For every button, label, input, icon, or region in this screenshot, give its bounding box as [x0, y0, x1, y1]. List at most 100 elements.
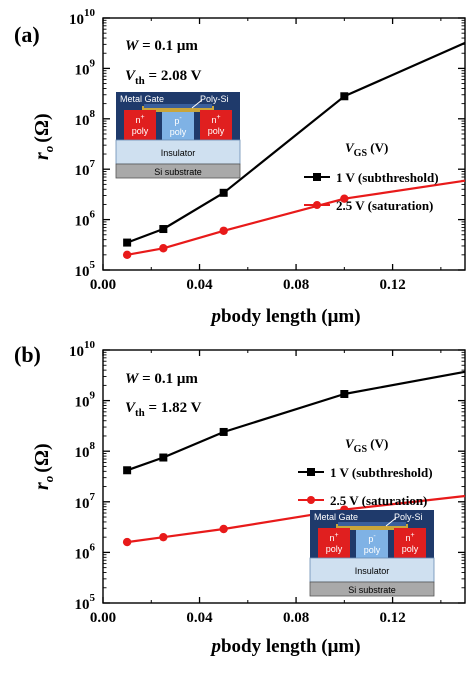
panel-b-vth-annotation: Vth = 1.82 V [125, 400, 202, 419]
panel-b: (b) 0.00 0.04 0.08 0.121051061071081091010 … [14, 339, 466, 657]
panel-a-legend-label-2v5: 2.5 V (saturation) [336, 198, 433, 213]
panel-a-ylabel-sub: o [41, 145, 56, 152]
panel-b-legend-label-1v: 1 V (subthreshold) [330, 465, 433, 480]
panel-b-inset-gate-oxide [336, 524, 408, 530]
panel-a-xlabel-rest: body length (μm) [221, 306, 361, 327]
panel-a-series-1-point [122, 250, 132, 260]
panel-b-y-axis-label: ro(Ω) [31, 443, 56, 490]
panel-a-inset-gate-oxide [142, 106, 214, 112]
panel-a-inset-p-body [162, 112, 194, 140]
panel-a-legend-marker-2v5 [313, 201, 321, 209]
panel-b-series-0-point [340, 390, 349, 399]
panel-b-inset-poly-si-arrow [385, 517, 397, 527]
panel-b-inset-p-label: p- [368, 533, 376, 544]
panel-a-inset-substrate [115, 163, 241, 179]
panel-b-legend: 1 V (subthreshold) 2.5 V (saturation) [298, 465, 433, 508]
panel-a-series-0-point [340, 92, 349, 101]
panel-b-inset-n-right-poly: poly [402, 544, 419, 554]
panel-a-inset-insulator-label: Insulator [161, 148, 196, 158]
panel-b-device-inset: Metal Gate Poly-Sin+polyp-polyn+polyInsul… [309, 510, 435, 597]
panel-b-series-1-point [159, 532, 168, 542]
panel-a-inset-n-left-label: n+ [135, 114, 144, 125]
panel-a-inset-n-left-poly: poly [132, 126, 149, 136]
panel-b-y-tick-label: 107 [75, 491, 96, 512]
panel-a-y-tick-label: 107 [75, 158, 96, 179]
panel-b-ticks: 0.00 0.04 0.08 0.12 105 106 107 108 109 1010 [69, 339, 465, 626]
panel-a-inset-p-poly: poly [170, 127, 187, 137]
panel-b-y-tick-label: 109 [75, 390, 96, 411]
panel-a-inset-n-right-poly: poly [208, 126, 225, 136]
panel-b-label: (b) [14, 342, 41, 367]
panel-b-inset-metal-gate-label: Metal Gate [314, 512, 358, 522]
panel-a-y-tick-label: 105 [75, 259, 96, 280]
panel-a-series-0-point [159, 225, 168, 234]
panel-a-legend: 1 V (subthreshold) 2.5 V (saturation) [304, 170, 439, 213]
panel-a-inset-n-right [200, 110, 232, 140]
panel-a-x-tick-label: 0.04 [186, 277, 213, 293]
panel-a-inset-metal-gate-label: Metal Gate [120, 94, 164, 104]
panel-b-legend-marker-1v [307, 468, 315, 476]
panel-b-legend-marker-2v5 [307, 496, 315, 504]
panel-a-ylabel-r: r [31, 152, 53, 160]
panel-a-ticks: 0.00 0.04 0.08 0.12 105 106 107 108 109 1010 [69, 7, 465, 293]
panel-b-inset-n-right [394, 528, 426, 558]
panel-b-x-tick-label: 0.08 [283, 610, 309, 626]
panel-a-legend-marker-1v [313, 173, 321, 181]
panel-a-x-axis-label: pbody length (μm) [209, 306, 360, 327]
panel-a-inset-poly-si-label: Poly-Si [200, 94, 229, 104]
panel-b-inset-n-left-label: n+ [329, 532, 338, 543]
panel-a-inset-n-right-label: n+ [211, 114, 220, 125]
panel-a: (a) 0.00 0.04 0.08 0.121051061071081091010 … [14, 7, 466, 327]
panel-a-legend-label-1v: 1 V (subthreshold) [336, 170, 439, 185]
panel-a-series-1-point [340, 194, 349, 203]
panel-a-plot-frame [102, 17, 466, 271]
panel-b-inset-n-left [318, 528, 350, 558]
panel-a-label: (a) [14, 22, 40, 47]
panel-a-y-tick-label: 108 [75, 108, 96, 129]
panel-b-y-tick-label: 105 [75, 592, 96, 613]
panel-b-y-tick-label: 108 [75, 440, 96, 461]
panel-b-plot-frame [102, 349, 466, 604]
panel-a-series-1-point [159, 244, 168, 253]
panel-b-x-tick-label: 0.00 [90, 610, 116, 626]
panel-a-inset-insulator [115, 139, 241, 165]
panel-b-x-tick-label: 0.04 [186, 610, 213, 626]
panel-b-inset-substrate-label: Si substrate [348, 585, 396, 595]
panel-a-series-line-1 [126, 179, 466, 256]
panel-b-series-0-point [219, 427, 228, 436]
panel-b-series-0-point [123, 466, 132, 475]
panel-a-y-tick-label: 109 [75, 57, 96, 78]
panel-a-x-tick-label: 0.08 [283, 277, 309, 293]
panel-b-series [122, 370, 466, 547]
panel-b-series-1-point [219, 524, 228, 534]
panel-a-inset-substrate-label: Si substrate [154, 167, 202, 177]
panel-a-inset-poly-si-arrow [191, 99, 203, 109]
panel-a-inset-n-left [124, 110, 156, 140]
panel-b-inset-p-body [356, 530, 388, 558]
panel-a-x-tick-label: 0.12 [379, 277, 405, 293]
panel-a-vth-annotation: Vth = 2.08 V [125, 68, 202, 87]
panel-a-y-tick-label: 106 [75, 209, 96, 230]
panel-b-inset-n-left-poly: poly [326, 544, 343, 554]
panel-b-inset-p-poly: poly [364, 545, 381, 555]
panel-b-x-axis-label: pbody length (μm) [209, 636, 360, 657]
panel-a-series-0-point [219, 188, 228, 197]
panel-a-x-tick-label: 0.00 [90, 277, 116, 293]
panel-a-ylabel-unit: (Ω) [31, 113, 53, 142]
panel-a-xlabel-p: p [209, 306, 221, 327]
panel-b-legend-label-2v5: 2.5 V (saturation) [330, 493, 427, 508]
panel-b-inset-substrate [309, 581, 435, 597]
panel-b-series-0-point [159, 453, 168, 462]
panel-b-x-tick-label: 0.12 [379, 610, 405, 626]
panel-a-series [122, 41, 466, 260]
panel-b-inset-n-right-label: n+ [405, 532, 414, 543]
panel-b-y-tick-label: 106 [75, 541, 96, 562]
panel-a-y-tick-label: 1010 [69, 7, 96, 28]
panel-b-legend-title: VGS (V) [345, 436, 388, 455]
panel-b-inset-metal-cap [338, 522, 406, 526]
panel-a-inset-metal-cap [144, 104, 212, 108]
panel-a-width-annotation: W = 0.1 μm [125, 38, 198, 54]
panel-b-series-1-point [122, 537, 132, 547]
panel-a-inset-p-label: p- [174, 115, 182, 126]
